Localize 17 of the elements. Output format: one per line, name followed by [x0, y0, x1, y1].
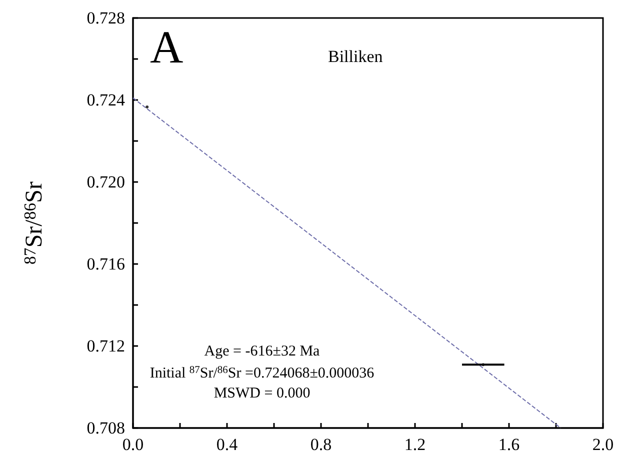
- y-tick-label: 0.720: [86, 172, 125, 192]
- x-tick-label: 0.0: [122, 435, 144, 454]
- annotation: Billiken: [328, 47, 384, 66]
- y-tick-label: 0.716: [86, 254, 125, 274]
- annotation: Age = -616±32 Ma: [204, 344, 320, 360]
- y-tick-label: 0.728: [86, 8, 125, 28]
- x-tick-label: 1.2: [404, 435, 426, 454]
- y-axis-title: 87Sr/86Sr: [20, 182, 48, 264]
- x-tick-label: 1.6: [498, 435, 520, 454]
- x-tick-label: 0.4: [216, 435, 238, 454]
- x-tick-label: 2.0: [592, 435, 614, 454]
- annotation: MSWD = 0.000: [214, 386, 310, 402]
- y-tick-label: 0.724: [86, 90, 126, 110]
- x-tick-label: 0.8: [310, 435, 332, 454]
- y-tick-label: 0.708: [86, 418, 125, 438]
- annotation: A: [150, 22, 184, 72]
- y-tick-label: 0.712: [86, 336, 125, 356]
